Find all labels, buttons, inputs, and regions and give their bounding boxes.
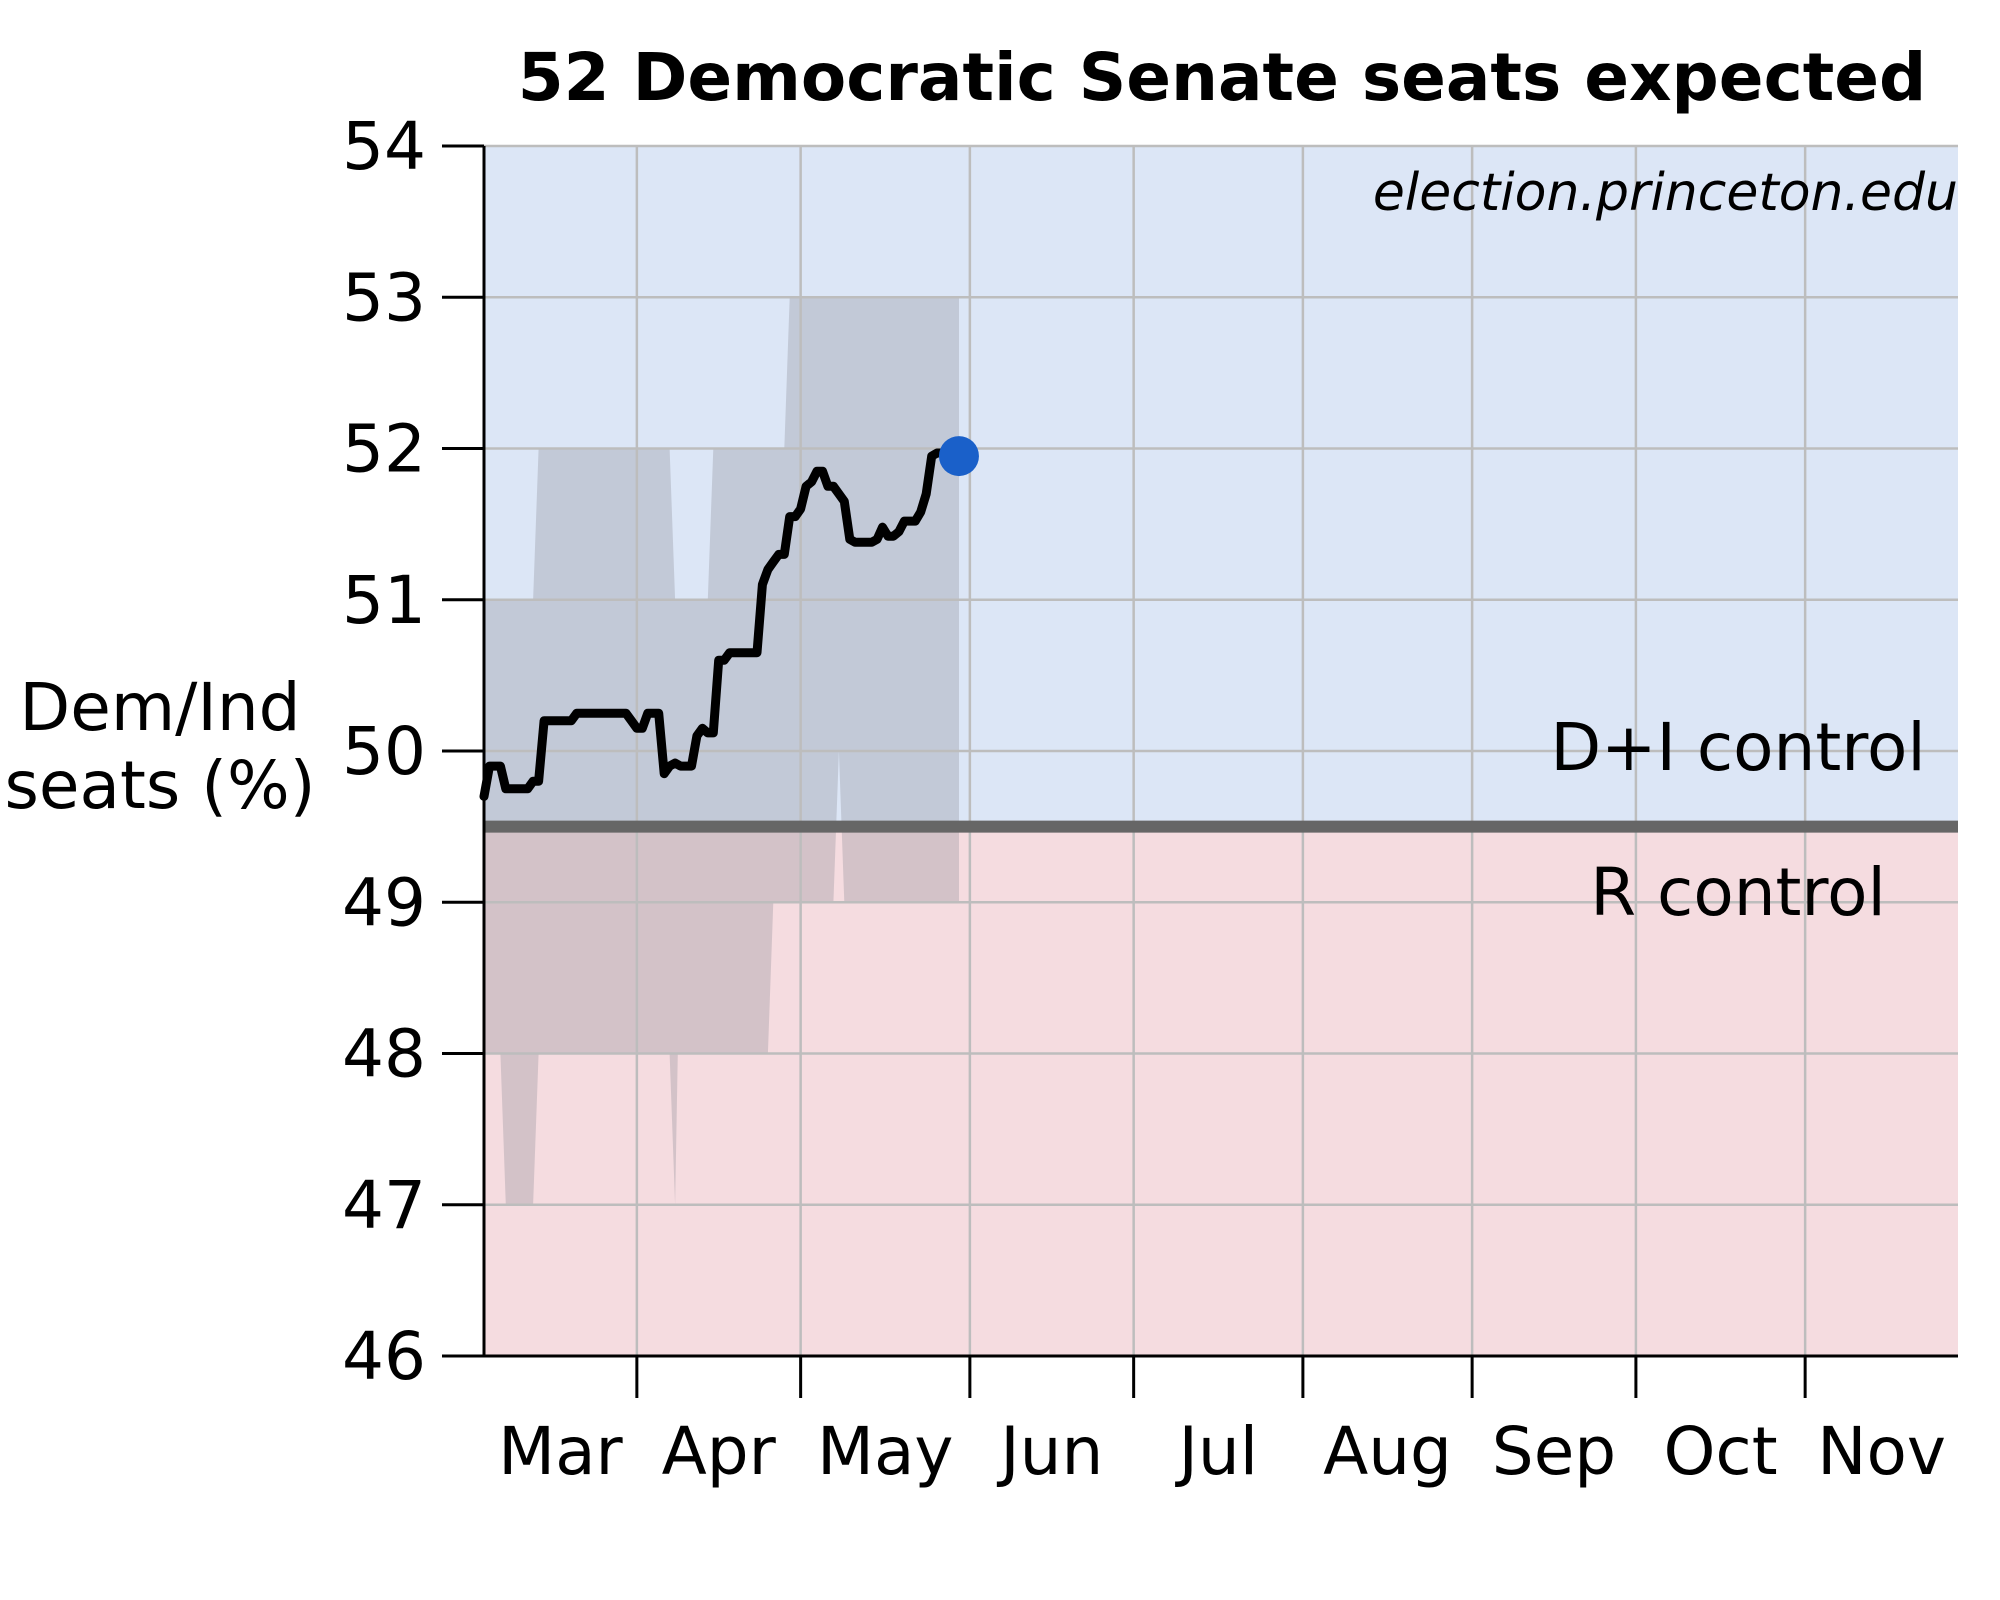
series-path [479, 448, 964, 801]
x-tick-label: Sep [1492, 1413, 1616, 1490]
x-tick-label: Jun [996, 1413, 1103, 1490]
background-regions [484, 146, 1958, 1356]
y-tick-label: 47 [342, 1167, 426, 1244]
x-tick-label: Aug [1323, 1413, 1452, 1490]
y-tick-label: 48 [342, 1016, 426, 1093]
x-tick-label: Jul [1174, 1413, 1258, 1490]
y-axis-label-line2: seats (%) [5, 747, 316, 824]
x-tick-label: Mar [498, 1413, 623, 1490]
rep-control-label: R control [1590, 854, 1886, 931]
y-tick-label: 51 [342, 562, 426, 639]
y-tick-label: 54 [342, 108, 426, 185]
y-tick-label: 49 [342, 864, 426, 941]
watermark: election.princeton.edu [1373, 163, 1958, 223]
y-tick-label: 46 [342, 1318, 426, 1395]
x-tick-label: Nov [1817, 1413, 1946, 1490]
rep-control-region [484, 826, 1958, 1356]
x-tick-label: Apr [662, 1413, 777, 1490]
y-axis-label-line1: Dem/Ind [19, 669, 300, 746]
dem-control-region [484, 146, 1958, 827]
y-tick-label: 50 [342, 713, 426, 790]
gridlines [484, 144, 1958, 1358]
x-tick-label: May [817, 1413, 953, 1490]
y-tick-label: 53 [342, 259, 426, 336]
y-tick-label: 52 [342, 411, 426, 488]
labels: 52 Democratic Senate seats expected elec… [5, 39, 1958, 931]
chart-title: 52 Democratic Senate seats expected [518, 39, 1927, 116]
current-point-marker [938, 436, 979, 477]
x-tick-label: Oct [1663, 1413, 1777, 1490]
series-line [479, 436, 979, 801]
axes: 46 47 48 49 50 51 52 53 54 Mar Apr May Jun Jul Aug Sep O… [342, 108, 1958, 1490]
dem-control-label: D+I control [1550, 709, 1925, 786]
